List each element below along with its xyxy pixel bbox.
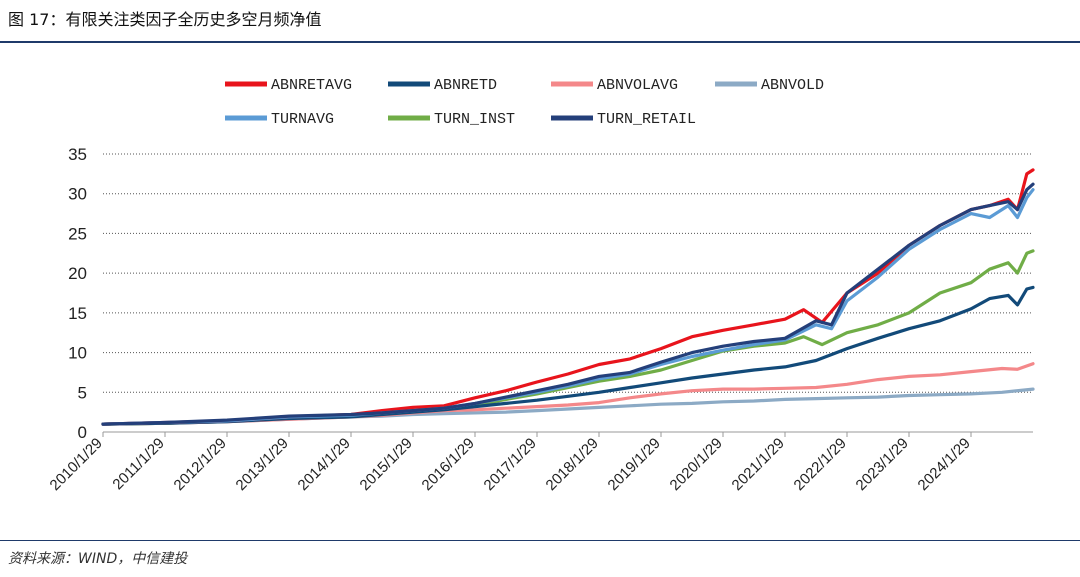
- x-tick-label: 2015/1/29: [357, 435, 416, 494]
- series-line-turn-retail: [101, 182, 1035, 426]
- x-tick-label: 2022/1/29: [791, 435, 850, 494]
- x-tick-label: 2021/1/29: [729, 435, 788, 494]
- x-axis: 2010/1/29 2011/1/29 2012/1/29 2013/1/29 2014…: [47, 431, 1033, 494]
- y-axis: 0 5 10 15 20 25 30 35: [68, 145, 87, 442]
- x-tick-label: 2014/1/29: [295, 435, 354, 494]
- legend-label: ABNVOLD: [761, 77, 824, 94]
- legend-label: TURN_INST: [434, 111, 515, 128]
- series-lines: [101, 168, 1035, 426]
- x-tick-label: 2011/1/29: [109, 435, 167, 493]
- x-tick-label: 2023/1/29: [853, 435, 912, 494]
- legend-label: ABNRETD: [434, 77, 497, 94]
- x-tick-label: 2018/1/29: [543, 435, 602, 494]
- x-tick-label: 2024/1/29: [915, 435, 974, 494]
- y-tick-label: 20: [68, 264, 87, 283]
- line-chart: 0 5 10 15 20 25 30 35 2010/1/29 2011/1/29 2012/1/…: [47, 77, 1035, 494]
- y-tick-label: 15: [68, 304, 87, 323]
- grid-lines: [103, 153, 1033, 393]
- legend: ABNRETAVG ABNRETD ABNVOLAVG ABNVOLD TURNAVG T…: [225, 77, 824, 128]
- y-tick-label: 25: [68, 224, 87, 243]
- legend-label: TURNAVG: [271, 111, 334, 128]
- y-tick-label: 5: [78, 383, 87, 402]
- x-tick-label: 2019/1/29: [605, 435, 664, 494]
- series-line-turn-inst: [101, 249, 1035, 426]
- x-tick-label: 2010/1/29: [47, 435, 106, 494]
- x-tick-label: 2013/1/29: [233, 435, 292, 494]
- source-note: 资料来源：WIND，中信建投: [8, 551, 188, 567]
- x-tick-label: 2017/1/29: [481, 435, 540, 494]
- legend-label: ABNVOLAVG: [597, 77, 678, 94]
- y-tick-label: 35: [68, 145, 87, 164]
- top-rule: [0, 41, 1080, 43]
- chart-title: 图 17：有限关注类因子全历史多空月频净值: [8, 10, 322, 29]
- y-tick-label: 0: [78, 423, 87, 442]
- legend-label: TURN_RETAIL: [597, 111, 696, 128]
- x-tick-label: 2012/1/29: [171, 435, 230, 494]
- y-tick-label: 30: [68, 185, 87, 204]
- x-tick-label: 2016/1/29: [419, 435, 478, 494]
- x-tick-label: 2020/1/29: [667, 435, 726, 494]
- legend-label: ABNRETAVG: [271, 77, 352, 94]
- bottom-rule: [0, 540, 1080, 541]
- y-tick-label: 10: [68, 344, 87, 363]
